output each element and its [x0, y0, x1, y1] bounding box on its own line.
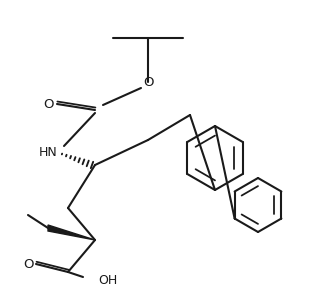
Text: O: O [44, 97, 54, 111]
Text: HN: HN [39, 146, 57, 159]
Text: O: O [24, 258, 34, 271]
Polygon shape [48, 225, 95, 240]
Text: OH: OH [98, 274, 117, 287]
Text: O: O [143, 75, 153, 88]
